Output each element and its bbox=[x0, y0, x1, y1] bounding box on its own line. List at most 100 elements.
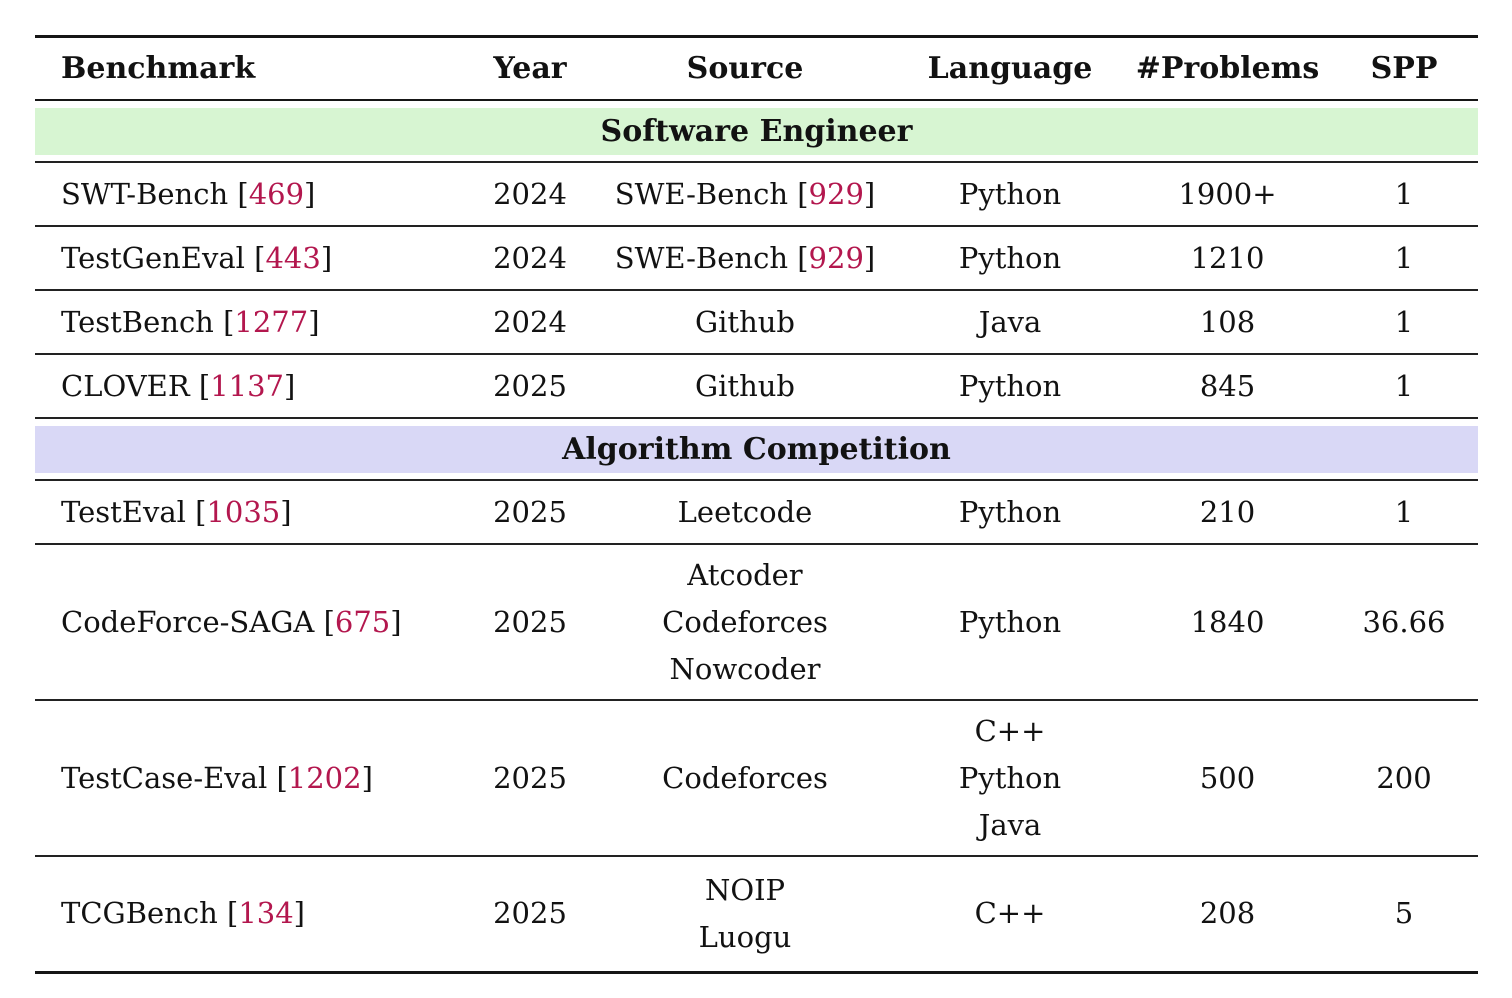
benchmarks-table: Benchmark Year Source Language #Problems SPP … bbox=[35, 35, 1478, 974]
citation-link[interactable]: 134 bbox=[238, 896, 294, 931]
year-cell: 2025 bbox=[465, 544, 595, 701]
source-cell: SWE-Bench [929] bbox=[595, 162, 895, 227]
table-row: SWT-Bench [469] 2024 SWE-Bench [929] Python… bbox=[35, 162, 1478, 227]
section-band-row: Software Engineer bbox=[35, 100, 1478, 163]
section-label: Algorithm Competition bbox=[35, 426, 1478, 473]
source-line: Codeforces bbox=[662, 760, 828, 795]
source-line: SWE-Bench [929] bbox=[614, 240, 876, 275]
source-line: Nowcoder bbox=[669, 651, 821, 686]
spp-cell: 36.66 bbox=[1330, 544, 1478, 701]
language-line: C++ bbox=[974, 896, 1046, 931]
language-cell: Python bbox=[895, 544, 1125, 701]
source-line: Codeforces bbox=[662, 604, 828, 639]
table-body: Software Engineer SWT-Bench [469] 2024 SWE-… bbox=[35, 100, 1478, 974]
section-band-row: Algorithm Competition bbox=[35, 418, 1478, 481]
problems-cell: 500 bbox=[1125, 700, 1330, 857]
problems-cell: 208 bbox=[1125, 856, 1330, 974]
benchmark-cell: TCGBench [134] bbox=[35, 856, 465, 974]
spp-cell: 5 bbox=[1330, 856, 1478, 974]
source-line: Luogu bbox=[698, 919, 792, 954]
year-cell: 2024 bbox=[465, 226, 595, 291]
benchmark-cell: TestBench [1277] bbox=[35, 290, 465, 355]
spp-cell: 1 bbox=[1330, 162, 1478, 227]
column-header-benchmark: Benchmark bbox=[35, 35, 465, 101]
year-cell: 2024 bbox=[465, 162, 595, 227]
citation-link[interactable]: 1137 bbox=[210, 368, 285, 403]
problems-cell: 210 bbox=[1125, 480, 1330, 545]
source-line: Github bbox=[694, 368, 795, 403]
header-row: Benchmark Year Source Language #Problems SPP bbox=[35, 35, 1478, 101]
source-line: SWE-Bench [929] bbox=[614, 176, 876, 211]
benchmark-cell: TestCase-Eval [1202] bbox=[35, 700, 465, 857]
source-cell: NOIP Luogu bbox=[595, 856, 895, 974]
language-line: Java bbox=[978, 807, 1042, 842]
citation-link[interactable]: 1202 bbox=[287, 760, 362, 795]
problems-cell: 845 bbox=[1125, 354, 1330, 419]
language-cell: Python bbox=[895, 162, 1125, 227]
table-header: Benchmark Year Source Language #Problems SPP bbox=[35, 35, 1478, 101]
spp-cell: 1 bbox=[1330, 480, 1478, 545]
language-cell: Python bbox=[895, 226, 1125, 291]
table-row: TestCase-Eval [1202] 2025 Codeforces C++ Pyt… bbox=[35, 700, 1478, 857]
language-line: Python bbox=[958, 240, 1062, 275]
spp-cell: 1 bbox=[1330, 226, 1478, 291]
language-line: Java bbox=[978, 304, 1042, 339]
source-line: Leetcode bbox=[677, 494, 813, 529]
language-cell: Python bbox=[895, 354, 1125, 419]
source-cell: Github bbox=[595, 354, 895, 419]
benchmark-table-container: Benchmark Year Source Language #Problems SPP … bbox=[35, 35, 1478, 974]
citation-link[interactable]: 929 bbox=[808, 240, 864, 275]
spp-cell: 1 bbox=[1330, 354, 1478, 419]
citation-link[interactable]: 1277 bbox=[234, 304, 309, 339]
column-header-source: Source bbox=[595, 35, 895, 101]
column-header-year: Year bbox=[465, 35, 595, 101]
language-cell: C++ bbox=[895, 856, 1125, 974]
source-cell: SWE-Bench [929] bbox=[595, 226, 895, 291]
language-cell: Java bbox=[895, 290, 1125, 355]
table-row: CodeForce-SAGA [675] 2025 Atcoder Codeforce… bbox=[35, 544, 1478, 701]
source-cell: Github bbox=[595, 290, 895, 355]
source-line: Github bbox=[694, 304, 795, 339]
benchmark-cell: TestGenEval [443] bbox=[35, 226, 465, 291]
benchmark-cell: TestEval [1035] bbox=[35, 480, 465, 545]
column-header-language: Language bbox=[895, 35, 1125, 101]
language-line: Python bbox=[958, 494, 1062, 529]
language-line: C++ bbox=[974, 713, 1046, 748]
source-line: Atcoder bbox=[687, 557, 803, 592]
year-cell: 2025 bbox=[465, 480, 595, 545]
problems-cell: 1900+ bbox=[1125, 162, 1330, 227]
section-label: Software Engineer bbox=[35, 108, 1478, 155]
language-line: Python bbox=[958, 604, 1062, 639]
source-line: NOIP bbox=[704, 872, 786, 907]
benchmark-cell: CodeForce-SAGA [675] bbox=[35, 544, 465, 701]
language-line: Python bbox=[958, 760, 1062, 795]
citation-link[interactable]: 443 bbox=[265, 240, 321, 275]
language-line: Python bbox=[958, 176, 1062, 211]
table-row: CLOVER [1137] 2025 Github Python 845 1 bbox=[35, 354, 1478, 419]
column-header-spp: SPP bbox=[1330, 35, 1478, 101]
language-line: Python bbox=[958, 368, 1062, 403]
citation-link[interactable]: 675 bbox=[334, 604, 391, 639]
language-cell: Python bbox=[895, 480, 1125, 545]
year-cell: 2025 bbox=[465, 856, 595, 974]
benchmark-cell: CLOVER [1137] bbox=[35, 354, 465, 419]
table-row: TCGBench [134] 2025 NOIP Luogu C++ 208 5 bbox=[35, 856, 1478, 974]
source-cell: Codeforces bbox=[595, 700, 895, 857]
source-cell: Leetcode bbox=[595, 480, 895, 545]
column-header--problems: #Problems bbox=[1125, 35, 1330, 101]
citation-link[interactable]: 1035 bbox=[206, 494, 281, 529]
benchmark-cell: SWT-Bench [469] bbox=[35, 162, 465, 227]
spp-cell: 200 bbox=[1330, 700, 1478, 857]
source-cell: Atcoder Codeforces Nowcoder bbox=[595, 544, 895, 701]
citation-link[interactable]: 929 bbox=[808, 176, 864, 211]
spp-cell: 1 bbox=[1330, 290, 1478, 355]
problems-cell: 108 bbox=[1125, 290, 1330, 355]
table-row: TestBench [1277] 2024 Github Java 108 1 bbox=[35, 290, 1478, 355]
problems-cell: 1210 bbox=[1125, 226, 1330, 291]
table-row: TestEval [1035] 2025 Leetcode Python 210 1 bbox=[35, 480, 1478, 545]
language-cell: C++ Python Java bbox=[895, 700, 1125, 857]
table-row: TestGenEval [443] 2024 SWE-Bench [929] Pyth… bbox=[35, 226, 1478, 291]
citation-link[interactable]: 469 bbox=[248, 176, 305, 211]
year-cell: 2025 bbox=[465, 700, 595, 857]
year-cell: 2025 bbox=[465, 354, 595, 419]
